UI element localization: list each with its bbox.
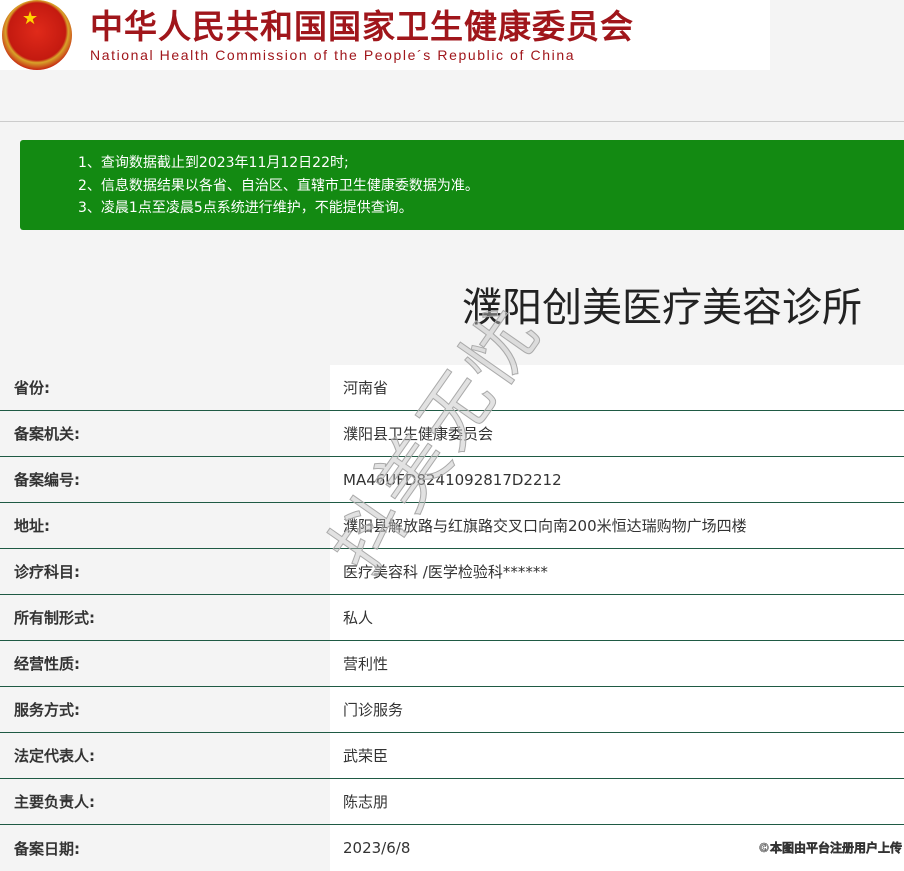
row-value: 私人 <box>330 595 904 640</box>
row-label: 所有制形式: <box>0 595 330 640</box>
header-title-en: National Health Commission of the People… <box>90 47 576 63</box>
row-label: 备案编号: <box>0 457 330 502</box>
header-title-cn: 中华人民共和国国家卫生健康委员会 <box>90 7 634 46</box>
row-label: 主要负责人: <box>0 779 330 824</box>
info-table: 省份: 河南省 备案机关: 濮阳县卫生健康委员会 备案编号: MA46UFD8241092… <box>0 365 904 871</box>
upload-credit: ©本图由平台注册用户上传 <box>757 841 903 856</box>
table-row: 法定代表人: 武荣臣 <box>0 733 904 779</box>
table-row: 备案机关: 濮阳县卫生健康委员会 <box>0 411 904 457</box>
row-value: 医疗美容科 /医学检验科****** <box>330 549 904 594</box>
row-value: 濮阳县卫生健康委员会 <box>330 411 904 456</box>
row-label: 地址: <box>0 503 330 548</box>
header-banner: ★ 中华人民共和国国家卫生健康委员会 National Health Commi… <box>0 0 770 70</box>
row-value: MA46UFD8241092817D2212 <box>330 457 904 502</box>
table-row: 地址: 濮阳县解放路与红旗路交叉口向南200米恒达瑞购物广场四楼 <box>0 503 904 549</box>
row-value: 营利性 <box>330 641 904 686</box>
notice-line: 1、查询数据截止到2023年11月12日22时; <box>78 155 349 171</box>
table-row: 主要负责人: 陈志朋 <box>0 779 904 825</box>
divider <box>0 121 904 122</box>
notice-box: 1、查询数据截止到2023年11月12日22时; 2、信息数据结果以各省、自治区… <box>20 140 904 230</box>
notice-line: 2、信息数据结果以各省、自治区、直辖市卫生健康委数据为准。 <box>78 177 479 194</box>
row-label: 备案日期: <box>0 825 330 871</box>
table-row: 省份: 河南省 <box>0 365 904 411</box>
table-row: 服务方式: 门诊服务 <box>0 687 904 733</box>
row-value: 陈志朋 <box>330 779 904 824</box>
table-row: 所有制形式: 私人 <box>0 595 904 641</box>
row-label: 省份: <box>0 365 330 410</box>
notice-line: 3、凌晨1点至凌晨5点系统进行维护，不能提供查询。 <box>78 200 413 216</box>
row-label: 法定代表人: <box>0 733 330 778</box>
table-row: 诊疗科目: 医疗美容科 /医学检验科****** <box>0 549 904 595</box>
row-label: 备案机关: <box>0 411 330 456</box>
row-label: 经营性质: <box>0 641 330 686</box>
row-value: 门诊服务 <box>330 687 904 732</box>
row-value: 河南省 <box>330 365 904 410</box>
row-value: 濮阳县解放路与红旗路交叉口向南200米恒达瑞购物广场四楼 <box>330 503 904 548</box>
row-label: 服务方式: <box>0 687 330 732</box>
row-value: 武荣臣 <box>330 733 904 778</box>
national-emblem-icon: ★ <box>2 0 72 70</box>
table-row: 备案编号: MA46UFD8241092817D2212 <box>0 457 904 503</box>
row-label: 诊疗科目: <box>0 549 330 594</box>
organization-name: 濮阳创美医疗美容诊所 <box>462 285 862 331</box>
table-row: 经营性质: 营利性 <box>0 641 904 687</box>
